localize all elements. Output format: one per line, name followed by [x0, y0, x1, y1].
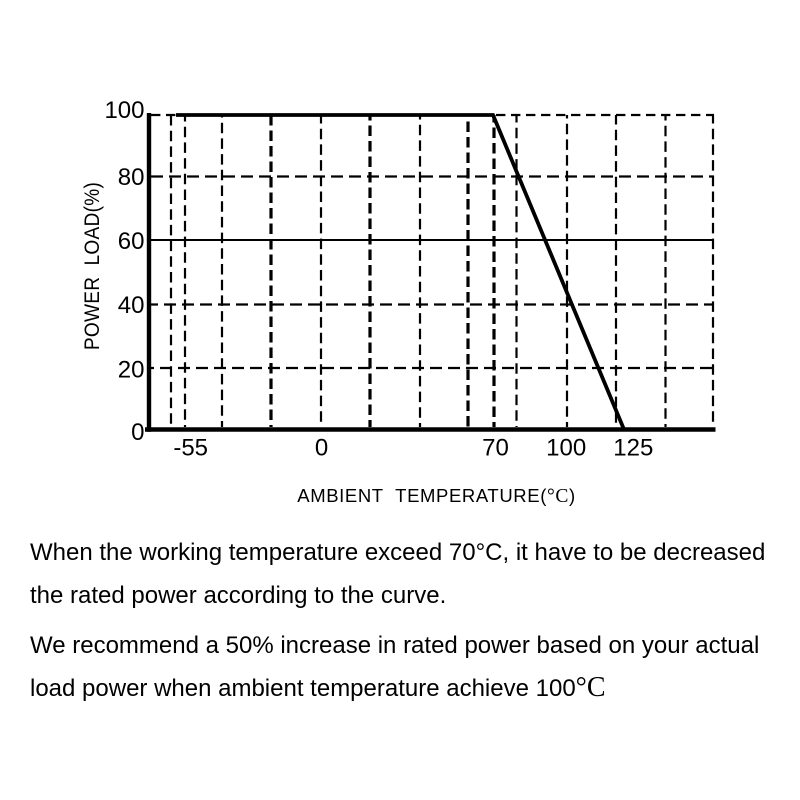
svg-text:0: 0	[315, 435, 328, 462]
svg-text:80: 80	[118, 164, 145, 191]
svg-text:20: 20	[118, 357, 145, 384]
svg-text:100: 100	[104, 97, 144, 124]
svg-text:-55: -55	[173, 435, 208, 462]
svg-text:POWER LOAD(%): POWER LOAD(%)	[81, 182, 104, 350]
svg-text:AMBIENT TEMPERATURE(°C): AMBIENT TEMPERATURE(°C)	[297, 485, 575, 507]
svg-text:100: 100	[546, 435, 586, 462]
svg-text:125: 125	[613, 435, 653, 462]
svg-text:70: 70	[482, 435, 509, 462]
svg-text:60: 60	[118, 228, 145, 255]
svg-text:40: 40	[118, 292, 145, 319]
svg-text:0: 0	[131, 419, 144, 446]
